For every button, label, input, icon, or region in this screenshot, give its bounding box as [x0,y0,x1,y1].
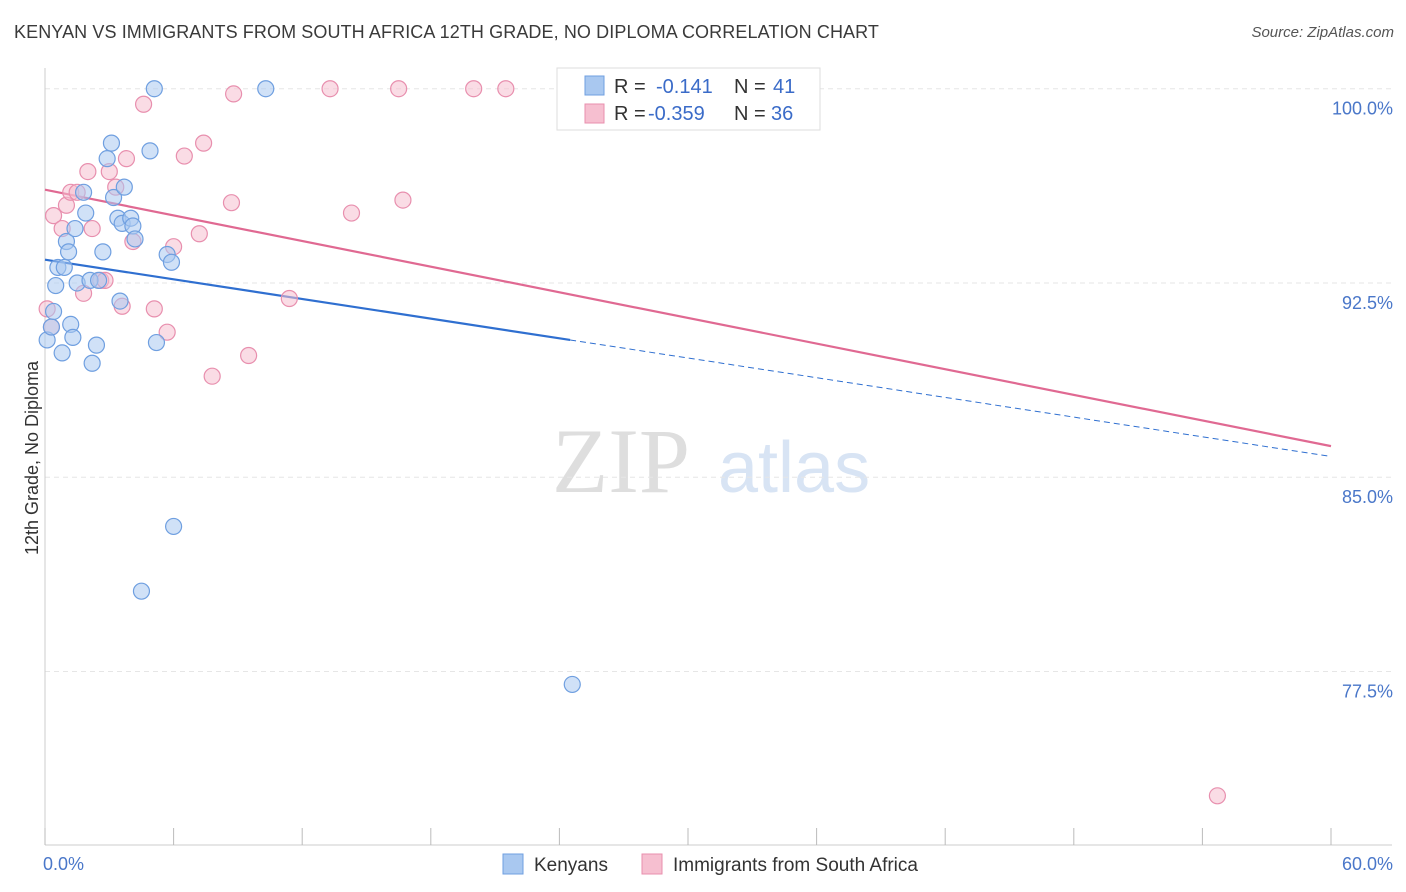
trend-line-kenyans [44,258,571,342]
watermark-atlas: atlas [718,428,870,508]
data-point-south-africa [240,346,258,365]
y-tick-label: 85.0% [1342,487,1393,507]
x-tick-label: 60.0% [1342,854,1393,874]
y-tick-label: 100.0% [1332,99,1393,119]
data-point-kenyans [162,253,181,271]
bottom-legend-swatch-south-africa [641,853,663,875]
data-point-south-africa [117,150,136,168]
data-point-south-africa [465,80,483,98]
legend-r-label-2: R = [614,103,646,125]
legend-r-value-2: -0.359 [648,103,705,125]
data-point-south-africa [44,207,63,225]
legend-box: R = -0.141 N = 41 R = -0.359 N = 36 [556,67,821,131]
y-tick-label: 92.5% [1342,293,1393,313]
grid-lines [45,88,1392,672]
data-point-kenyans [126,230,144,248]
data-point-kenyans [87,336,106,354]
data-point-south-africa [321,80,339,98]
watermark-zip: ZIP [552,410,690,512]
data-point-kenyans [145,80,163,98]
data-point-kenyans [47,276,65,295]
data-point-south-africa [175,147,193,165]
data-point-south-africa [83,219,101,238]
data-point-kenyans [55,258,73,277]
legend-n-value-1: 41 [773,76,795,98]
data-point-kenyans [141,142,159,160]
data-point-kenyans [94,243,112,261]
data-point-south-africa [79,163,97,181]
data-point-south-africa [145,300,163,318]
data-point-south-africa [203,367,221,385]
bottom-legend-kenyans: Kenyans [534,855,608,876]
axes [44,68,1392,846]
data-point-south-africa [497,80,515,98]
y-tick-label: 77.5% [1342,681,1393,701]
data-point-kenyans [83,354,101,372]
data-point-south-africa [195,134,213,152]
legend-swatch-south-africa [584,103,605,124]
trend-lines [44,188,1332,457]
legend-n-value-2: 36 [771,103,793,125]
chart-title: KENYAN VS IMMIGRANTS FROM SOUTH AFRICA 1… [14,22,880,42]
data-point-kenyans [563,675,581,694]
bottom-legend-south-africa: Immigrants from South Africa [673,855,918,876]
data-point-kenyans [44,302,63,321]
legend-r-value-1: -0.141 [656,76,713,98]
y-tick-labels: 77.5% 85.0% 92.5% 100.0% [1332,99,1393,702]
legend-r-label-1: R = [614,76,646,98]
legend-n-label-1: N = [734,76,766,98]
trend-line-south-africa [44,188,1332,448]
bottom-legend: Kenyans Immigrants from South Africa [502,853,918,876]
data-point-south-africa [394,191,412,209]
data-point-kenyans [111,292,129,310]
data-point-kenyans [42,318,61,336]
data-point-kenyans [132,582,151,600]
data-point-south-africa [225,85,243,103]
data-point-south-africa [342,204,361,222]
data-point-kenyans [104,188,123,207]
legend-n-label-2: N = [734,103,766,125]
y-axis-label: 12th Grade, No Diploma [22,360,42,555]
data-point-south-africa [158,323,176,341]
data-point-kenyans [257,80,275,98]
data-point-kenyans [98,150,116,168]
data-point-kenyans [102,134,121,152]
data-point-south-africa [280,289,298,308]
legend-swatch-kenyans [584,75,605,96]
data-point-kenyans [89,271,108,289]
bottom-legend-swatch-kenyans [502,853,524,875]
chart-source: Source: ZipAtlas.com [1251,24,1394,41]
x-tick-labels: 0.0% 60.0% [43,854,1393,874]
data-point-kenyans [147,333,166,352]
data-point-kenyans [165,517,183,536]
data-point-south-africa [222,194,241,212]
data-point-kenyans [77,204,95,222]
data-point-kenyans [74,183,93,201]
x-tick-label: 0.0% [43,854,84,874]
data-point-south-africa [1208,787,1227,805]
data-point-kenyans [64,328,82,346]
data-point-south-africa [190,225,208,243]
trend-line-kenyans-extension [570,339,1332,457]
data-point-south-africa [134,95,153,113]
watermark: ZIP atlas [552,410,870,512]
data-point-kenyans [53,344,71,362]
data-point-kenyans [59,243,78,261]
data-point-kenyans [115,178,133,196]
data-point-kenyans [66,219,84,238]
data-point-south-africa [390,80,408,98]
